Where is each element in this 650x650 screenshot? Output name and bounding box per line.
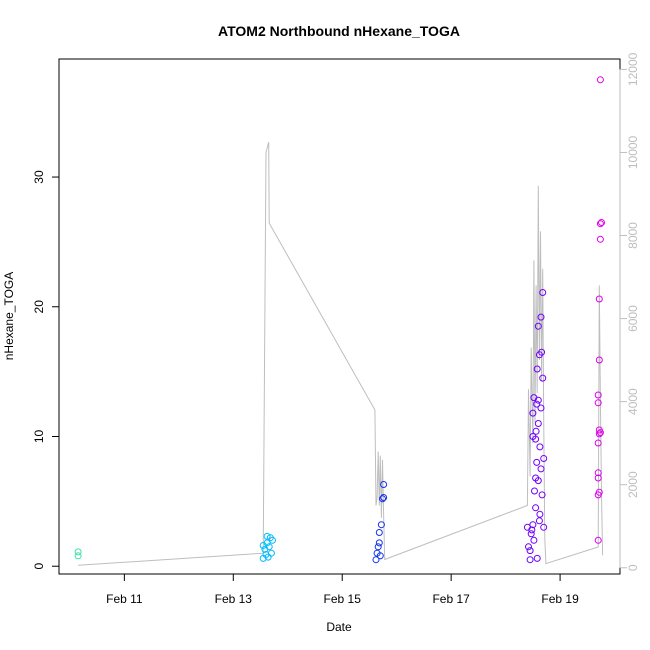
chart-title: ATOM2 Northbound nHexane_TOGA bbox=[218, 23, 460, 39]
data-point bbox=[596, 235, 604, 243]
data-point bbox=[376, 552, 384, 560]
data-point bbox=[377, 521, 385, 529]
y2-tick-label: 2000 bbox=[626, 471, 640, 498]
y2-tick-label: 12000 bbox=[626, 52, 640, 86]
data-point bbox=[532, 435, 540, 443]
data-point bbox=[267, 549, 275, 557]
x-tick-label: Feb 15 bbox=[324, 592, 362, 606]
data-point bbox=[536, 510, 544, 518]
data-point bbox=[539, 289, 547, 296]
data-point bbox=[534, 477, 542, 485]
data-point bbox=[532, 427, 540, 435]
point-layer bbox=[74, 76, 605, 564]
data-point bbox=[537, 404, 545, 412]
x-tick-label: Feb 11 bbox=[106, 592, 143, 606]
data-point bbox=[595, 295, 603, 303]
data-point bbox=[529, 521, 537, 529]
secondary-line-layer bbox=[78, 141, 604, 566]
data-point bbox=[540, 523, 548, 531]
data-point bbox=[594, 399, 602, 407]
data-point bbox=[269, 536, 276, 544]
x-tick-label: Feb 17 bbox=[432, 592, 470, 606]
data-point bbox=[380, 481, 388, 488]
data-point bbox=[529, 409, 537, 417]
secondary-series-line bbox=[78, 141, 604, 566]
data-point bbox=[372, 556, 380, 564]
data-point bbox=[594, 391, 602, 399]
data-point bbox=[536, 443, 544, 451]
data-point bbox=[375, 529, 383, 536]
data-point bbox=[530, 536, 538, 544]
x-axis-label: Date bbox=[326, 620, 352, 634]
data-point bbox=[525, 543, 532, 551]
y2-tick-label: 8000 bbox=[626, 222, 640, 249]
data-point bbox=[374, 543, 382, 551]
data-point bbox=[533, 554, 541, 562]
data-point bbox=[263, 532, 271, 540]
data-point bbox=[595, 488, 603, 496]
data-point bbox=[74, 548, 82, 556]
data-point bbox=[380, 494, 388, 501]
data-point bbox=[598, 219, 605, 226]
y2-axis: 0 2000 4000 6000 8000 10000 12000 bbox=[619, 52, 640, 571]
y2-tick-label: 0 bbox=[626, 564, 640, 571]
data-point bbox=[533, 458, 541, 466]
y2-tick-label: 6000 bbox=[626, 305, 640, 332]
data-point bbox=[533, 400, 541, 408]
data-point bbox=[528, 526, 536, 534]
y-tick-label: 20 bbox=[32, 300, 46, 314]
data-point bbox=[538, 491, 546, 499]
data-point bbox=[537, 313, 545, 321]
data-point bbox=[535, 517, 543, 525]
x-axis: Feb 11 Feb 13 Feb 15 Feb 17 Feb 19 bbox=[106, 573, 579, 606]
y-tick-label: 30 bbox=[32, 170, 46, 184]
y-axis-label: nHexane_TOGA bbox=[2, 272, 16, 361]
y-axis: 0 10 20 30 bbox=[32, 170, 60, 570]
x-tick-label: Feb 19 bbox=[541, 592, 579, 606]
data-point bbox=[527, 530, 535, 538]
y-tick-label: 0 bbox=[32, 563, 46, 570]
data-point bbox=[596, 76, 604, 84]
data-point bbox=[540, 455, 548, 462]
data-point bbox=[596, 220, 604, 228]
data-point bbox=[594, 536, 602, 544]
data-point bbox=[526, 547, 534, 555]
data-point bbox=[526, 556, 534, 564]
y2-tick-label: 4000 bbox=[626, 388, 640, 415]
data-point bbox=[379, 495, 386, 503]
data-point bbox=[537, 465, 545, 473]
data-point bbox=[596, 429, 604, 437]
data-point bbox=[539, 374, 547, 382]
data-point bbox=[259, 542, 267, 549]
data-point bbox=[531, 487, 538, 495]
y2-tick-label: 10000 bbox=[626, 135, 640, 169]
data-point bbox=[595, 356, 603, 364]
data-point bbox=[538, 348, 546, 356]
x-tick-label: Feb 13 bbox=[215, 592, 253, 606]
data-point bbox=[594, 439, 602, 447]
y-tick-label: 10 bbox=[32, 429, 46, 443]
data-point bbox=[534, 396, 542, 404]
data-point bbox=[375, 539, 383, 547]
data-point bbox=[595, 430, 603, 438]
data-point bbox=[534, 420, 542, 427]
data-point bbox=[594, 469, 602, 477]
data-point bbox=[534, 322, 542, 330]
data-point bbox=[74, 552, 82, 560]
data-point bbox=[533, 365, 541, 373]
data-point bbox=[594, 474, 602, 482]
data-point bbox=[532, 504, 540, 512]
